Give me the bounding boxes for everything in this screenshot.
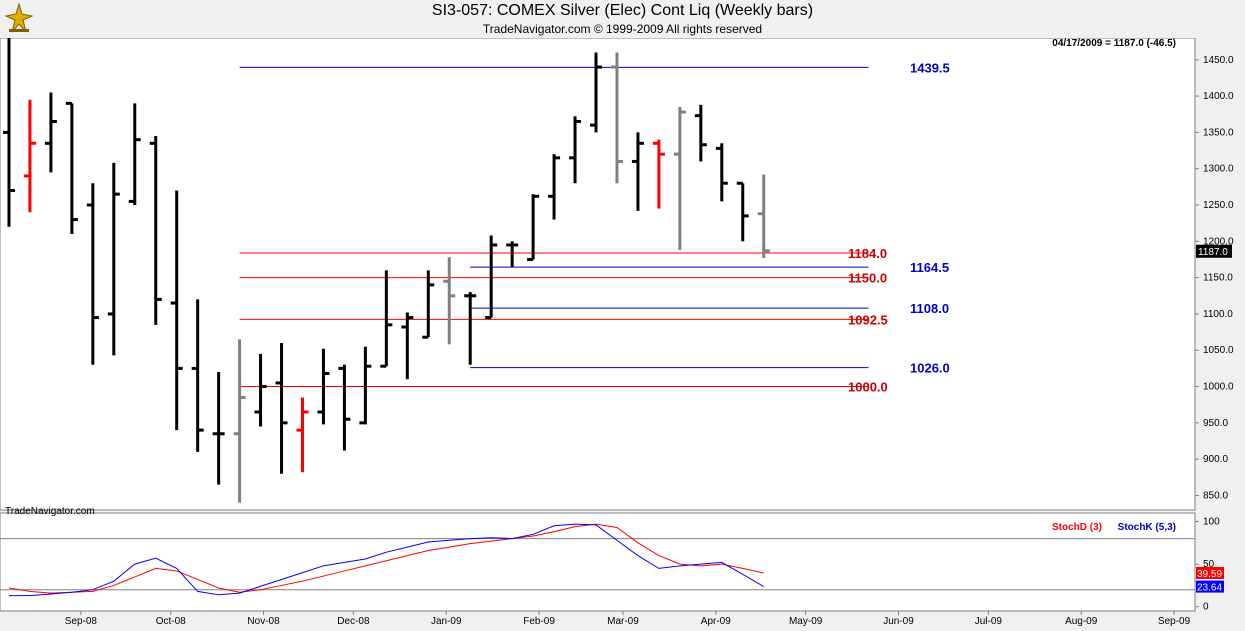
copyright-text: TradeNavigator.com © 1999-2009 All right…	[482, 22, 763, 36]
status-readout: 04/17/2009 = 1187.0 (-46.5)	[1052, 38, 1176, 49]
x-tick-label: Aug-09	[1065, 616, 1098, 627]
stoch-last-label: 39.59	[1197, 569, 1222, 580]
y-tick-label: 850.0	[1203, 490, 1228, 501]
y-tick-label: 1350.0	[1203, 127, 1234, 138]
x-tick-label: Sep-09	[1158, 616, 1191, 627]
last-price-badge	[1196, 244, 1232, 258]
x-tick-label: Apr-09	[701, 616, 731, 627]
stoch-series-line	[8, 523, 764, 594]
x-tick-label: Oct-08	[156, 616, 186, 627]
stoch-panel	[0, 512, 1196, 612]
level-label: 1092.5	[848, 312, 888, 327]
stoch-y-tick-label: 0	[1203, 602, 1209, 613]
x-tick-label: May-09	[789, 616, 823, 627]
x-tick-label: Jul-09	[975, 616, 1003, 627]
level-label: 1026.0	[910, 361, 950, 376]
y-tick-label: 1200.0	[1203, 236, 1234, 247]
trade-navigator-logo-icon	[4, 2, 34, 33]
last-price-label: 1187.0	[1198, 247, 1228, 258]
chart-title: SI3-057: COMEX Silver (Elec) Cont Liq (W…	[431, 2, 814, 19]
stoch-last-label: 23.64	[1197, 583, 1222, 594]
y-tick-label: 1300.0	[1203, 164, 1234, 175]
y-tick-label: 950.0	[1203, 418, 1228, 429]
y-tick-label: 1250.0	[1203, 200, 1234, 211]
level-label: 1164.5	[910, 260, 949, 275]
stoch-series-line	[8, 523, 764, 597]
stoch-last-badge	[1196, 567, 1224, 580]
x-tick-label: Nov-08	[247, 616, 280, 627]
x-tick-label: Sep-08	[65, 616, 98, 627]
legend-stochk: StochK (5,3)	[1118, 522, 1176, 533]
y-tick-label: 1450.0	[1203, 55, 1234, 66]
level-label: 1439.5	[910, 60, 950, 75]
stoch-last-badge	[1196, 580, 1224, 593]
y-tick-label: 1100.0	[1203, 309, 1233, 320]
x-tick-label: Jan-09	[431, 616, 462, 627]
x-tick-label: Dec-08	[337, 616, 370, 627]
watermark-text: TradeNavigator.com	[5, 506, 95, 517]
title-bar: SI3-057: COMEX Silver (Elec) Cont Liq (W…	[0, 0, 1245, 38]
legend-stochd: StochD (3)	[1052, 522, 1102, 533]
y-tick-label: 900.0	[1203, 454, 1228, 465]
y-tick-label: 1400.0	[1203, 91, 1234, 102]
y-tick-label: 1050.0	[1203, 345, 1234, 356]
level-label: 1000.0	[848, 380, 888, 395]
y-tick-label: 1150.0	[1203, 273, 1233, 284]
x-tick-label: Mar-09	[607, 616, 639, 627]
level-label: 1184.0	[848, 246, 887, 261]
x-tick-label: Jun-09	[883, 616, 914, 627]
stoch-y-tick-label: 50	[1203, 559, 1215, 570]
chart-area: 1439.5 1184.0 1164.5 1150.0 1108.0 1092.5 1026…	[0, 38, 1245, 631]
y-tick-label: 1000.0	[1203, 382, 1234, 393]
level-label: 1150.0	[848, 271, 887, 286]
level-label: 1108.0	[910, 301, 949, 316]
x-tick-label: Feb-09	[523, 616, 555, 627]
stoch-y-tick-label: 100	[1203, 517, 1220, 528]
